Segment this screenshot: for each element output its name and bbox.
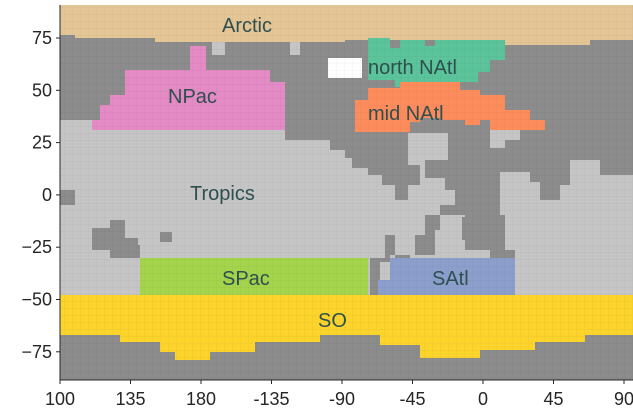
label-so: SO: [318, 310, 347, 332]
label-spac: SPac: [222, 268, 270, 290]
x-tick-label: 0: [478, 389, 488, 409]
y-axis: 75 50 25 0 −25 −50 −75: [21, 28, 60, 362]
y-tick-label: −75: [21, 342, 52, 362]
label-satl: SAtl: [432, 268, 469, 290]
x-tick-label: -45: [399, 389, 425, 409]
y-tick-label: 25: [32, 133, 52, 153]
label-npac: NPac: [168, 86, 217, 108]
x-tick-label: 135: [115, 389, 145, 409]
label-tropics: Tropics: [190, 183, 255, 205]
y-tick-label: −50: [21, 290, 52, 310]
x-tick-label: -135: [253, 389, 289, 409]
x-tick-label: 180: [186, 389, 216, 409]
x-tick-label: 45: [543, 389, 563, 409]
x-tick-label: 100: [45, 389, 75, 409]
x-axis: 100 135 180 -135 -90 -45 0 45 90: [45, 380, 633, 409]
label-arctic: Arctic: [222, 15, 272, 37]
region-labels: Arctic north NAtl NPac mid NAtl Tropics …: [168, 15, 469, 332]
label-mid-natl: mid NAtl: [368, 103, 444, 125]
y-tick-label: −25: [21, 237, 52, 257]
x-tick-label: 90: [614, 389, 633, 409]
y-tick-label: 50: [32, 80, 52, 100]
plot-area: Arctic north NAtl NPac mid NAtl Tropics …: [60, 5, 633, 380]
label-north-natl: north NAtl: [368, 57, 457, 79]
y-tick-label: 0: [42, 185, 52, 205]
x-tick-label: -90: [329, 389, 355, 409]
y-tick-label: 75: [32, 28, 52, 48]
cell-grid: [60, 5, 633, 380]
